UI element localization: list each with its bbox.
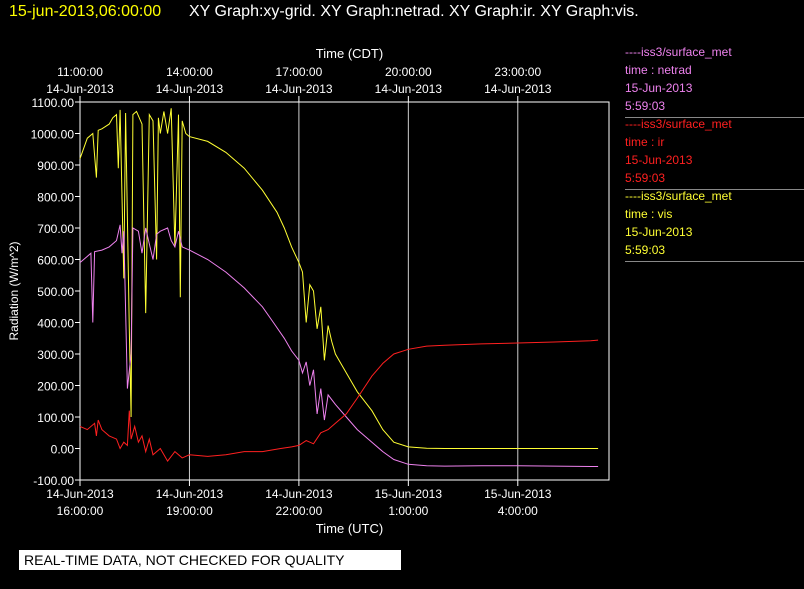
top-tick-time: 11:00:00 [57,65,103,79]
legend-netrad-time: 5:59:03 [625,99,666,113]
legend-vis-source: ----iss3/surface_met [625,189,732,203]
plot-frame [79,101,610,481]
x-tick-date: 14-Jun-2013 [265,487,333,501]
legend-netrad-source: ----iss3/surface_met [625,45,732,59]
y-tick-label: 1000.00 [31,128,75,142]
legend-divider [625,261,804,262]
x-tick-date: 14-Jun-2013 [156,487,224,501]
x-tick-time: 4:00:00 [498,504,538,518]
legend-netrad-var: time : netrad [625,63,692,77]
legend-ir-var: time : ir [625,135,665,149]
legend-ir: ----iss3/surface_met time : ir 15-Jun-20… [625,115,804,190]
x-tick-time: 1:00:00 [388,504,428,518]
y-tick-label: 100.00 [37,411,74,425]
quality-banner: REAL-TIME DATA, NOT CHECKED FOR QUALITY [19,550,401,570]
top-tick-date: 14-Jun-2013 [156,82,224,96]
legend-divider [625,117,804,118]
top-tick-time: 17:00:00 [276,65,323,79]
legend-divider [625,189,804,190]
graph-titles: XY Graph:xy-grid. XY Graph:netrad. XY Gr… [189,3,639,20]
y-tick-label: 900.00 [37,159,74,173]
x-axis-label-top: Time (CDT) [316,46,383,61]
y-tick-label: 800.00 [37,191,74,205]
top-tick-time: 23:00:00 [494,65,541,79]
legend-netrad-date: 15-Jun-2013 [625,81,693,95]
x-tick-date: 14-Jun-2013 [46,487,114,501]
y-tick-label: 400.00 [37,317,74,331]
top-tick-time: 20:00:00 [385,65,432,79]
y-tick-label: 600.00 [37,254,74,268]
x-tick-time: 22:00:00 [276,504,323,518]
top-tick-time: 14:00:00 [166,65,213,79]
y-tick-label: 500.00 [37,285,74,299]
legend-ir-time: 5:59:03 [625,171,666,185]
legend-vis-var: time : vis [625,207,673,221]
series-line-vis [79,108,599,449]
x-tick-date: 15-Jun-2013 [484,487,552,501]
x-axis-label-bottom: Time (UTC) [316,521,383,536]
series-line-ir [79,339,599,462]
legend-vis-time: 5:59:03 [625,243,666,257]
top-tick-date: 14-Jun-2013 [375,82,443,96]
top-tick-date: 14-Jun-2013 [46,82,114,96]
series-line-netrad [79,224,599,467]
x-tick-time: 16:00:00 [57,504,104,518]
x-tick-time: 19:00:00 [166,504,213,518]
y-tick-label: 700.00 [37,222,74,236]
legend-vis-date: 15-Jun-2013 [625,225,693,239]
x-tick-date: 15-Jun-2013 [375,487,443,501]
top-tick-date: 14-Jun-2013 [484,82,552,96]
top-tick-date: 14-Jun-2013 [265,82,333,96]
legend-ir-date: 15-Jun-2013 [625,153,693,167]
legend-vis: ----iss3/surface_met time : vis 15-Jun-2… [625,187,804,262]
legend-ir-source: ----iss3/surface_met [625,117,732,131]
y-tick-label: 300.00 [37,348,74,362]
y-axis-label: Radiation (W/m^2) [7,242,21,341]
y-tick-label: 200.00 [37,380,74,394]
timestamp-title: 15-jun-2013,06:00:00 [9,3,162,20]
y-tick-label: 1100.00 [32,96,75,110]
y-tick-label: 0.00 [51,443,75,457]
legend-netrad: ----iss3/surface_met time : netrad 15-Ju… [625,43,804,118]
y-tick-label: -100.00 [33,474,74,488]
